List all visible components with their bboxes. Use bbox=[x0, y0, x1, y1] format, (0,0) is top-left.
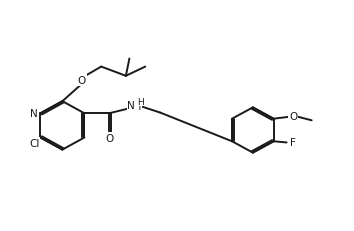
Text: H: H bbox=[133, 101, 141, 111]
Text: O: O bbox=[289, 112, 297, 122]
Text: H: H bbox=[137, 97, 143, 106]
Text: O: O bbox=[78, 75, 86, 85]
Text: Cl: Cl bbox=[29, 139, 39, 149]
Text: O: O bbox=[105, 133, 113, 143]
Text: N: N bbox=[30, 109, 38, 119]
Text: F: F bbox=[290, 138, 296, 148]
Text: N: N bbox=[127, 100, 135, 110]
